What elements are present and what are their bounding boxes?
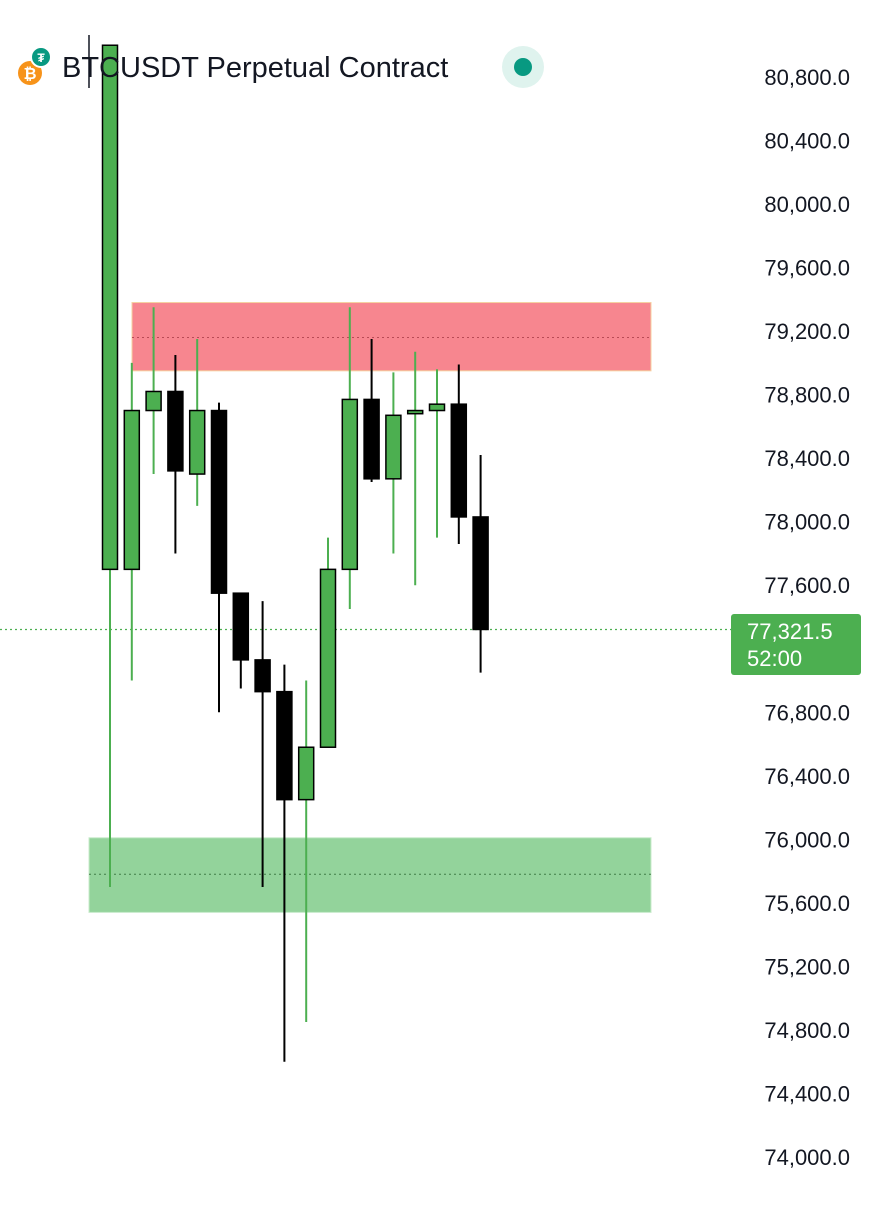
candle-body (297, 746, 315, 801)
candles-layer (101, 44, 489, 1062)
y-tick-label: 74,000.0 (764, 1145, 850, 1170)
y-tick-label: 76,000.0 (764, 827, 850, 852)
candle[interactable] (319, 537, 337, 748)
y-tick-label: 76,800.0 (764, 700, 850, 725)
candle[interactable] (167, 354, 184, 554)
candle-body (428, 403, 446, 412)
candle[interactable] (101, 44, 119, 887)
current-price-tag: 77,321.5 52:00 (731, 614, 861, 675)
candle[interactable] (450, 364, 468, 544)
countdown-label: 52:00 (747, 646, 802, 671)
y-tick-label: 80,800.0 (764, 65, 850, 90)
candle[interactable] (145, 307, 162, 475)
candle-body (145, 390, 162, 412)
candle-body (210, 409, 228, 594)
bitcoin-icon: ₿ (18, 61, 42, 85)
candle-body (188, 409, 206, 475)
candle[interactable] (188, 339, 206, 506)
candle[interactable] (428, 369, 446, 538)
candle[interactable] (210, 402, 228, 713)
candle-body (254, 659, 271, 693)
svg-text:₿: ₿ (23, 65, 36, 83)
status-indicator (502, 46, 544, 88)
candle[interactable] (276, 664, 293, 1062)
y-tick-label: 79,200.0 (764, 319, 850, 344)
candle-body (406, 409, 424, 415)
candle[interactable] (123, 362, 141, 681)
candle[interactable] (385, 372, 402, 554)
candle[interactable] (254, 601, 271, 887)
candle-body (472, 516, 489, 631)
chart-title: BTCUSDT Perpetual Contract (62, 52, 448, 84)
candle-body (232, 592, 250, 661)
candle-body (341, 398, 359, 571)
candle-body (450, 403, 468, 518)
candle-body (319, 568, 337, 748)
candle-body (101, 44, 119, 571)
y-tick-label: 74,800.0 (764, 1018, 850, 1043)
y-tick-label: 79,600.0 (764, 256, 850, 281)
candle[interactable] (472, 455, 489, 673)
price-axis[interactable]: 80,800.0 80,400.0 80,000.0 79,600.0 79,200.0… (764, 65, 850, 1170)
candle-body (123, 409, 141, 571)
y-tick-label: 78,400.0 (764, 446, 850, 471)
y-tick-label: 75,600.0 (764, 891, 850, 916)
candle[interactable] (297, 680, 315, 1022)
svg-text:₮: ₮ (37, 51, 45, 65)
candle[interactable] (341, 307, 359, 610)
current-price-tag-background (731, 614, 861, 675)
candle[interactable] (232, 592, 250, 689)
y-tick-label: 80,400.0 (764, 129, 850, 154)
y-tick-label: 78,800.0 (764, 383, 850, 408)
tether-icon: ₮ (30, 46, 52, 68)
candle-body (276, 690, 293, 801)
y-tick-label: 80,000.0 (764, 192, 850, 217)
support-zone[interactable] (88, 837, 652, 913)
candle[interactable] (406, 351, 424, 586)
resistance-zone[interactable] (131, 302, 652, 372)
y-tick-label: 74,400.0 (764, 1081, 850, 1106)
candle[interactable] (363, 339, 380, 482)
symbol-legend[interactable]: ₿ ₮ BTCUSDT Perpetual Contract (18, 35, 544, 88)
candle-body (385, 414, 402, 480)
candle-body (167, 390, 184, 472)
y-tick-label: 75,200.0 (764, 954, 850, 979)
zones-layer (88, 302, 652, 913)
candle-body (363, 398, 380, 480)
y-tick-label: 78,000.0 (764, 510, 850, 535)
current-price-label: 77,321.5 (747, 619, 833, 644)
y-tick-label: 76,400.0 (764, 764, 850, 789)
y-tick-label: 77,600.0 (764, 573, 850, 598)
